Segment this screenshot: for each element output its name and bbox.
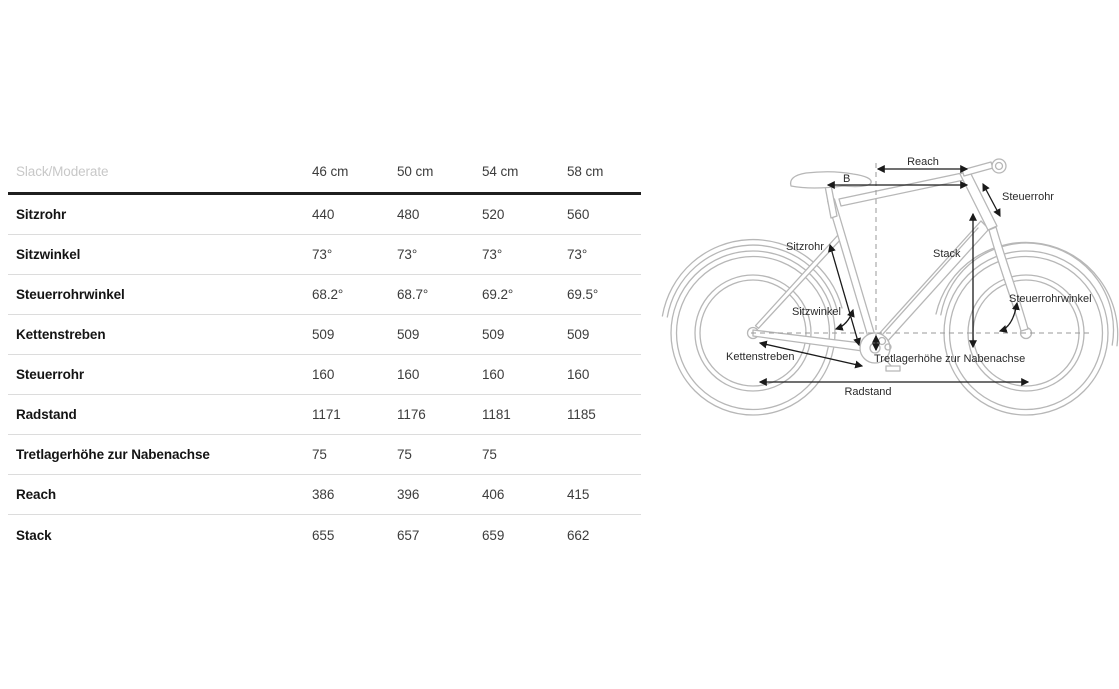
steuerrohr-arrow [982,182,1001,218]
sitzrohr-label: Sitzrohr [786,241,824,253]
row-value: 509 [312,327,335,342]
table-row-steuerrohr: Steuerrohr 160 160 160 160 [8,355,641,395]
table-row-tretlagerhoehe: Tretlagerhöhe zur Nabenachse 75 75 75 [8,435,641,475]
geometry-table: Slack/Moderate 46 cm 50 cm 54 cm 58 cm S… [8,151,641,555]
table-row-radstand: Radstand 1171 1176 1181 1185 [8,395,641,435]
row-label: Steuerrohrwinkel [16,287,125,302]
sitzwinkel-arc-arrow [834,308,855,331]
row-value: 73° [567,247,588,262]
table-header-row: Slack/Moderate 46 cm 50 cm 54 cm 58 cm [8,151,641,195]
row-value: 1185 [567,407,596,422]
sitzwinkel-label: Sitzwinkel [792,306,841,318]
column-header-58: 58 cm [567,164,604,179]
bike-frame [752,158,1029,372]
row-value: 440 [312,207,335,222]
row-label: Tretlagerhöhe zur Nabenachse [16,447,210,462]
column-header-54: 54 cm [482,164,519,179]
row-value: 68.2° [312,287,344,302]
b-label: B [843,173,850,185]
stack-label: Stack [933,248,961,260]
row-value: 73° [397,247,418,262]
table-row-kettenstreben: Kettenstreben 509 509 509 509 [8,315,641,355]
row-value: 160 [567,367,590,382]
row-value: 160 [312,367,335,382]
row-label: Stack [16,527,52,543]
row-value: 1171 [312,407,341,422]
row-value: 520 [482,207,505,222]
row-label: Steuerrohr [16,367,85,382]
row-value: 69.2° [482,287,514,302]
row-value: 509 [482,327,505,342]
row-value: 75 [397,447,412,462]
row-label: Reach [16,487,57,502]
pedal [885,365,901,372]
column-header-50: 50 cm [397,164,434,179]
row-label: Sitzrohr [16,207,67,222]
rear-fender [661,238,843,318]
row-label: Radstand [16,407,77,422]
radstand-label: Radstand [844,386,891,398]
row-value: 1181 [482,407,511,422]
table-row-reach: Reach 386 396 406 415 [8,475,641,515]
row-value: 73° [312,247,333,262]
row-value: 406 [482,487,505,502]
row-value: 415 [567,487,590,502]
reach-label: Reach [907,156,939,168]
front-fender [935,241,1119,347]
row-value: 1176 [397,407,426,422]
down-tube-seam [873,227,979,345]
kettenstreben-label: Kettenstreben [726,351,795,363]
table-row-steuerrohrwinkel: Steuerrohrwinkel 68.2° 68.7° 69.2° 69.5° [8,275,641,315]
row-value: 386 [312,487,335,502]
row-value: 509 [567,327,590,342]
steuerrohrwinkel-arc-arrow [998,301,1020,333]
table-row-stack: Stack 655 657 659 662 [8,515,641,555]
row-value: 73° [482,247,503,262]
row-value: 69.5° [567,287,599,302]
row-value: 657 [397,527,420,543]
row-value: 75 [312,447,327,462]
steuerrohr-label: Steuerrohr [1002,191,1054,203]
row-value: 659 [482,527,505,543]
table-row-sitzrohr: Sitzrohr 440 480 520 560 [8,195,641,235]
row-value: 68.7° [397,287,429,302]
bike-geometry-diagram: Reach B Steuerrohr Stack Sitzrohr Sitzwi… [661,156,1119,416]
table-row-sitzwinkel: Sitzwinkel 73° 73° 73° 73° [8,235,641,275]
row-value: 480 [397,207,420,222]
tretlagerhoehe-label: Tretlagerhöhe zur Nabenachse [874,353,1025,365]
row-value: 160 [482,367,505,382]
kettenstreben-arrow [758,340,864,369]
handlebar-grip [991,158,1007,174]
row-value: 75 [482,447,497,462]
down-tube [867,220,990,355]
row-label: Sitzwinkel [16,247,81,262]
row-value: 509 [397,327,420,342]
row-label: Kettenstreben [16,327,106,342]
row-value: 560 [567,207,590,222]
row-value: 396 [397,487,420,502]
column-header-46: 46 cm [312,164,349,179]
row-value: 655 [312,527,335,543]
steuerrohrwinkel-label: Steuerrohrwinkel [1009,293,1092,305]
row-value: 160 [397,367,420,382]
row-value: 662 [567,527,590,543]
table-title: Slack/Moderate [16,164,109,179]
